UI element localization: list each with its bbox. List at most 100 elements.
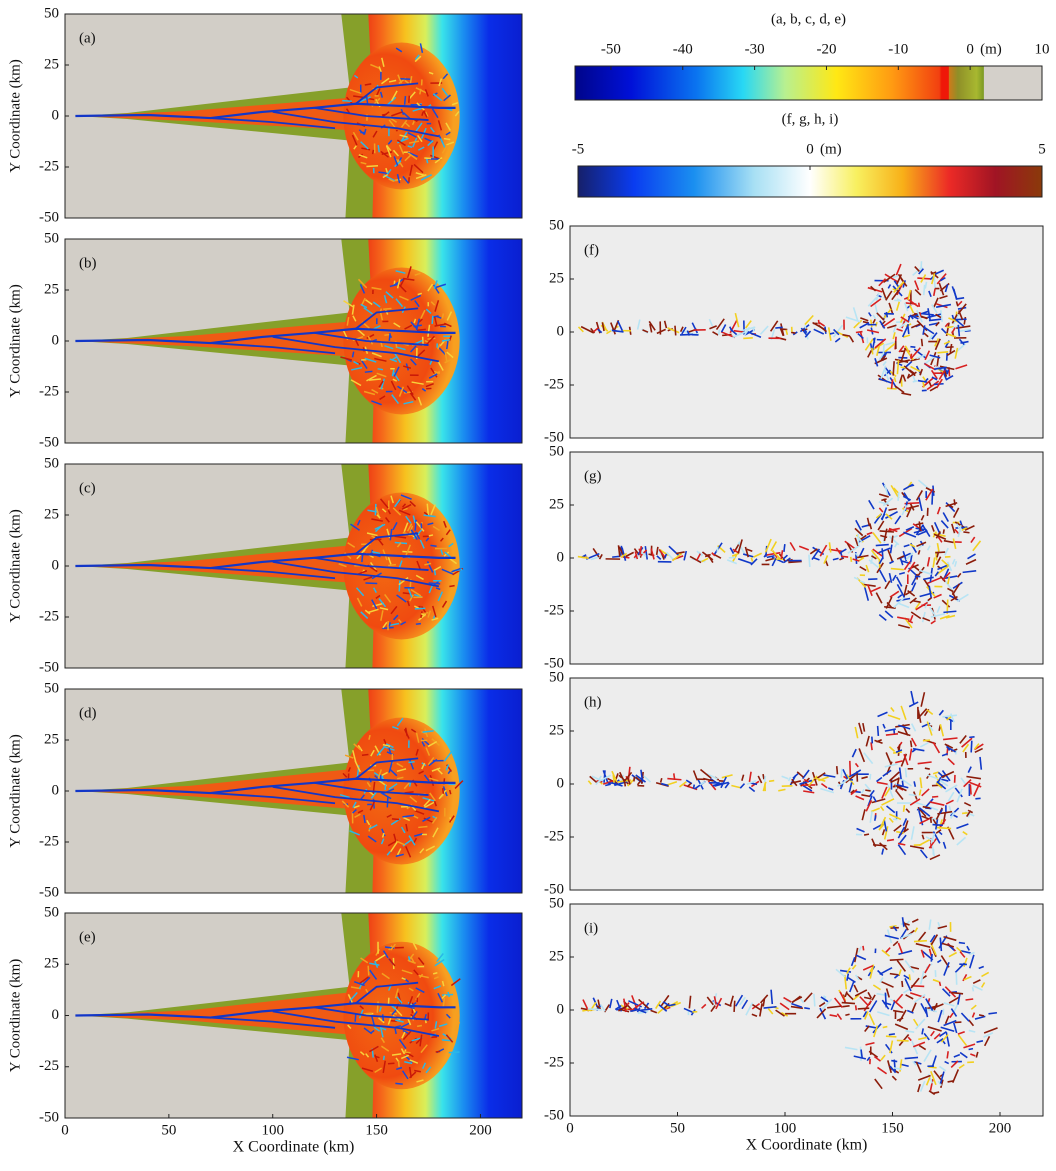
texture [415,732,420,743]
texture [363,128,367,135]
texture [679,781,687,788]
texture [893,281,905,293]
x-axis-label: X Coordinate (km) [746,1137,868,1154]
texture [927,308,931,321]
texture [409,500,416,507]
texture [925,356,936,364]
texture [897,942,904,954]
texture [787,776,792,782]
texture [674,325,677,336]
texture [393,366,400,377]
texture [921,1028,924,1035]
texture [959,734,967,744]
texture [917,550,921,555]
texture [400,1048,405,1055]
texture [688,995,692,1009]
texture [834,337,841,343]
texture [420,611,423,619]
texture [916,354,927,360]
texture [423,801,435,809]
texture [410,321,418,330]
y-axis-label: Y Coordinate (km) [7,59,23,173]
y-tick-label: 25 [549,722,564,738]
texture [940,520,949,529]
texture [833,328,840,336]
texture [357,809,364,814]
texture [407,956,411,961]
texture [904,345,910,353]
texture [421,762,426,770]
texture [791,1002,803,1009]
texture [735,994,744,1007]
texture [952,1069,960,1083]
texture [396,996,403,1004]
texture [422,730,434,733]
texture [658,549,666,559]
y-tick-label: -25 [544,602,564,618]
texture [402,112,411,120]
texture [663,553,668,559]
texture [389,283,399,288]
texture [409,358,417,366]
texture [738,996,746,1006]
texture [936,565,950,575]
texture [983,1027,998,1034]
texture [840,969,852,973]
texture [357,278,368,289]
texture [686,782,692,788]
texture [918,268,924,275]
texture [368,1045,379,1053]
texture [876,562,884,574]
texture [835,547,842,555]
texture [957,324,961,337]
texture [903,492,910,502]
texture [813,328,825,335]
texture [391,394,400,405]
texture [945,374,954,381]
channel [210,567,336,580]
texture [934,571,940,577]
channel [314,781,429,796]
texture [957,993,961,1005]
texture [339,794,350,799]
texture [790,780,802,784]
texture [691,322,699,334]
texture [398,1039,407,1049]
texture [888,527,898,533]
colorbar: (f, g, h, i)-5 0 5(m) [572,111,1046,198]
texture [947,587,954,593]
texture [636,319,641,330]
texture [857,533,860,546]
texture [386,96,397,106]
texture [364,83,372,86]
texture [908,793,916,797]
texture [368,824,378,830]
texture [371,599,378,610]
texture [914,265,920,273]
texture [382,1060,386,1073]
texture [957,1034,968,1047]
texture [890,484,900,499]
texture [639,545,643,556]
texture [892,331,896,340]
texture [409,795,418,803]
texture [910,345,916,348]
texture [686,330,691,336]
texture [890,706,895,713]
texture [415,1036,423,1045]
texture [367,965,370,976]
texture [840,548,847,553]
texture [823,555,829,564]
texture [701,1003,707,1009]
texture [988,1011,998,1015]
texture [414,519,417,531]
texture [409,1071,417,1079]
texture [842,333,851,337]
texture [446,351,454,359]
texture [361,753,369,757]
y-tick-label: 25 [44,956,59,972]
texture [361,147,371,151]
texture [929,801,945,806]
texture [436,315,442,319]
texture [419,1034,423,1047]
